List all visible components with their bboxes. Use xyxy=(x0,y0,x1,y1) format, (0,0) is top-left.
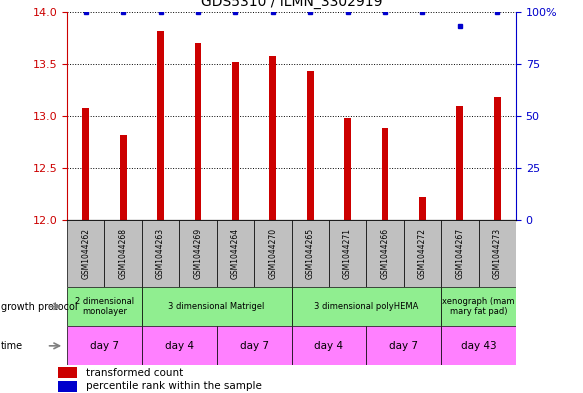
Bar xyxy=(104,220,142,287)
Text: GSM1044269: GSM1044269 xyxy=(194,228,202,279)
Bar xyxy=(142,287,292,326)
Bar xyxy=(307,71,314,220)
Bar xyxy=(254,220,292,287)
Text: GSM1044271: GSM1044271 xyxy=(343,228,352,279)
Title: GDS5310 / ILMN_3302919: GDS5310 / ILMN_3302919 xyxy=(201,0,382,9)
Bar xyxy=(292,326,366,365)
Text: GSM1044264: GSM1044264 xyxy=(231,228,240,279)
Text: GSM1044266: GSM1044266 xyxy=(381,228,389,279)
Bar xyxy=(382,129,388,220)
Text: percentile rank within the sample: percentile rank within the sample xyxy=(86,381,262,391)
Bar xyxy=(366,220,403,287)
Bar xyxy=(479,220,516,287)
Bar xyxy=(403,220,441,287)
Bar xyxy=(142,220,180,287)
Bar xyxy=(494,97,501,220)
Bar xyxy=(419,197,426,220)
Bar xyxy=(217,326,292,365)
Bar xyxy=(195,43,201,220)
Text: 3 dimensional Matrigel: 3 dimensional Matrigel xyxy=(168,302,265,311)
Bar xyxy=(292,287,441,326)
Bar xyxy=(217,220,254,287)
Bar xyxy=(58,381,77,391)
Bar xyxy=(292,220,329,287)
Bar xyxy=(67,326,142,365)
Text: 2 dimensional
monolayer: 2 dimensional monolayer xyxy=(75,297,134,316)
Text: GSM1044273: GSM1044273 xyxy=(493,228,502,279)
Text: day 7: day 7 xyxy=(389,341,418,351)
Text: GSM1044267: GSM1044267 xyxy=(455,228,464,279)
Bar xyxy=(441,220,479,287)
Bar xyxy=(344,118,351,220)
Text: GSM1044262: GSM1044262 xyxy=(81,228,90,279)
Text: GSM1044263: GSM1044263 xyxy=(156,228,165,279)
Bar xyxy=(456,105,463,220)
Text: day 7: day 7 xyxy=(90,341,119,351)
Text: time: time xyxy=(1,341,23,351)
Text: transformed count: transformed count xyxy=(86,367,184,378)
Bar xyxy=(58,367,77,378)
Text: day 43: day 43 xyxy=(461,341,496,351)
Bar xyxy=(67,287,142,326)
Bar xyxy=(366,326,441,365)
Bar xyxy=(179,220,217,287)
Bar xyxy=(157,31,164,220)
Bar xyxy=(269,55,276,220)
Bar xyxy=(82,108,89,220)
Bar xyxy=(232,62,239,220)
Text: day 7: day 7 xyxy=(240,341,269,351)
Bar xyxy=(120,135,127,220)
Bar xyxy=(441,326,516,365)
Text: day 4: day 4 xyxy=(314,341,343,351)
Text: GSM1044272: GSM1044272 xyxy=(418,228,427,279)
Bar xyxy=(329,220,366,287)
Text: GSM1044270: GSM1044270 xyxy=(268,228,278,279)
Text: GSM1044265: GSM1044265 xyxy=(305,228,315,279)
Bar xyxy=(67,220,104,287)
Text: day 4: day 4 xyxy=(165,341,194,351)
Text: 3 dimensional polyHEMA: 3 dimensional polyHEMA xyxy=(314,302,419,311)
Bar xyxy=(441,287,516,326)
Text: xenograph (mam
mary fat pad): xenograph (mam mary fat pad) xyxy=(442,297,515,316)
Bar xyxy=(142,326,217,365)
Text: growth protocol: growth protocol xyxy=(1,301,78,312)
Text: GSM1044268: GSM1044268 xyxy=(119,228,128,279)
